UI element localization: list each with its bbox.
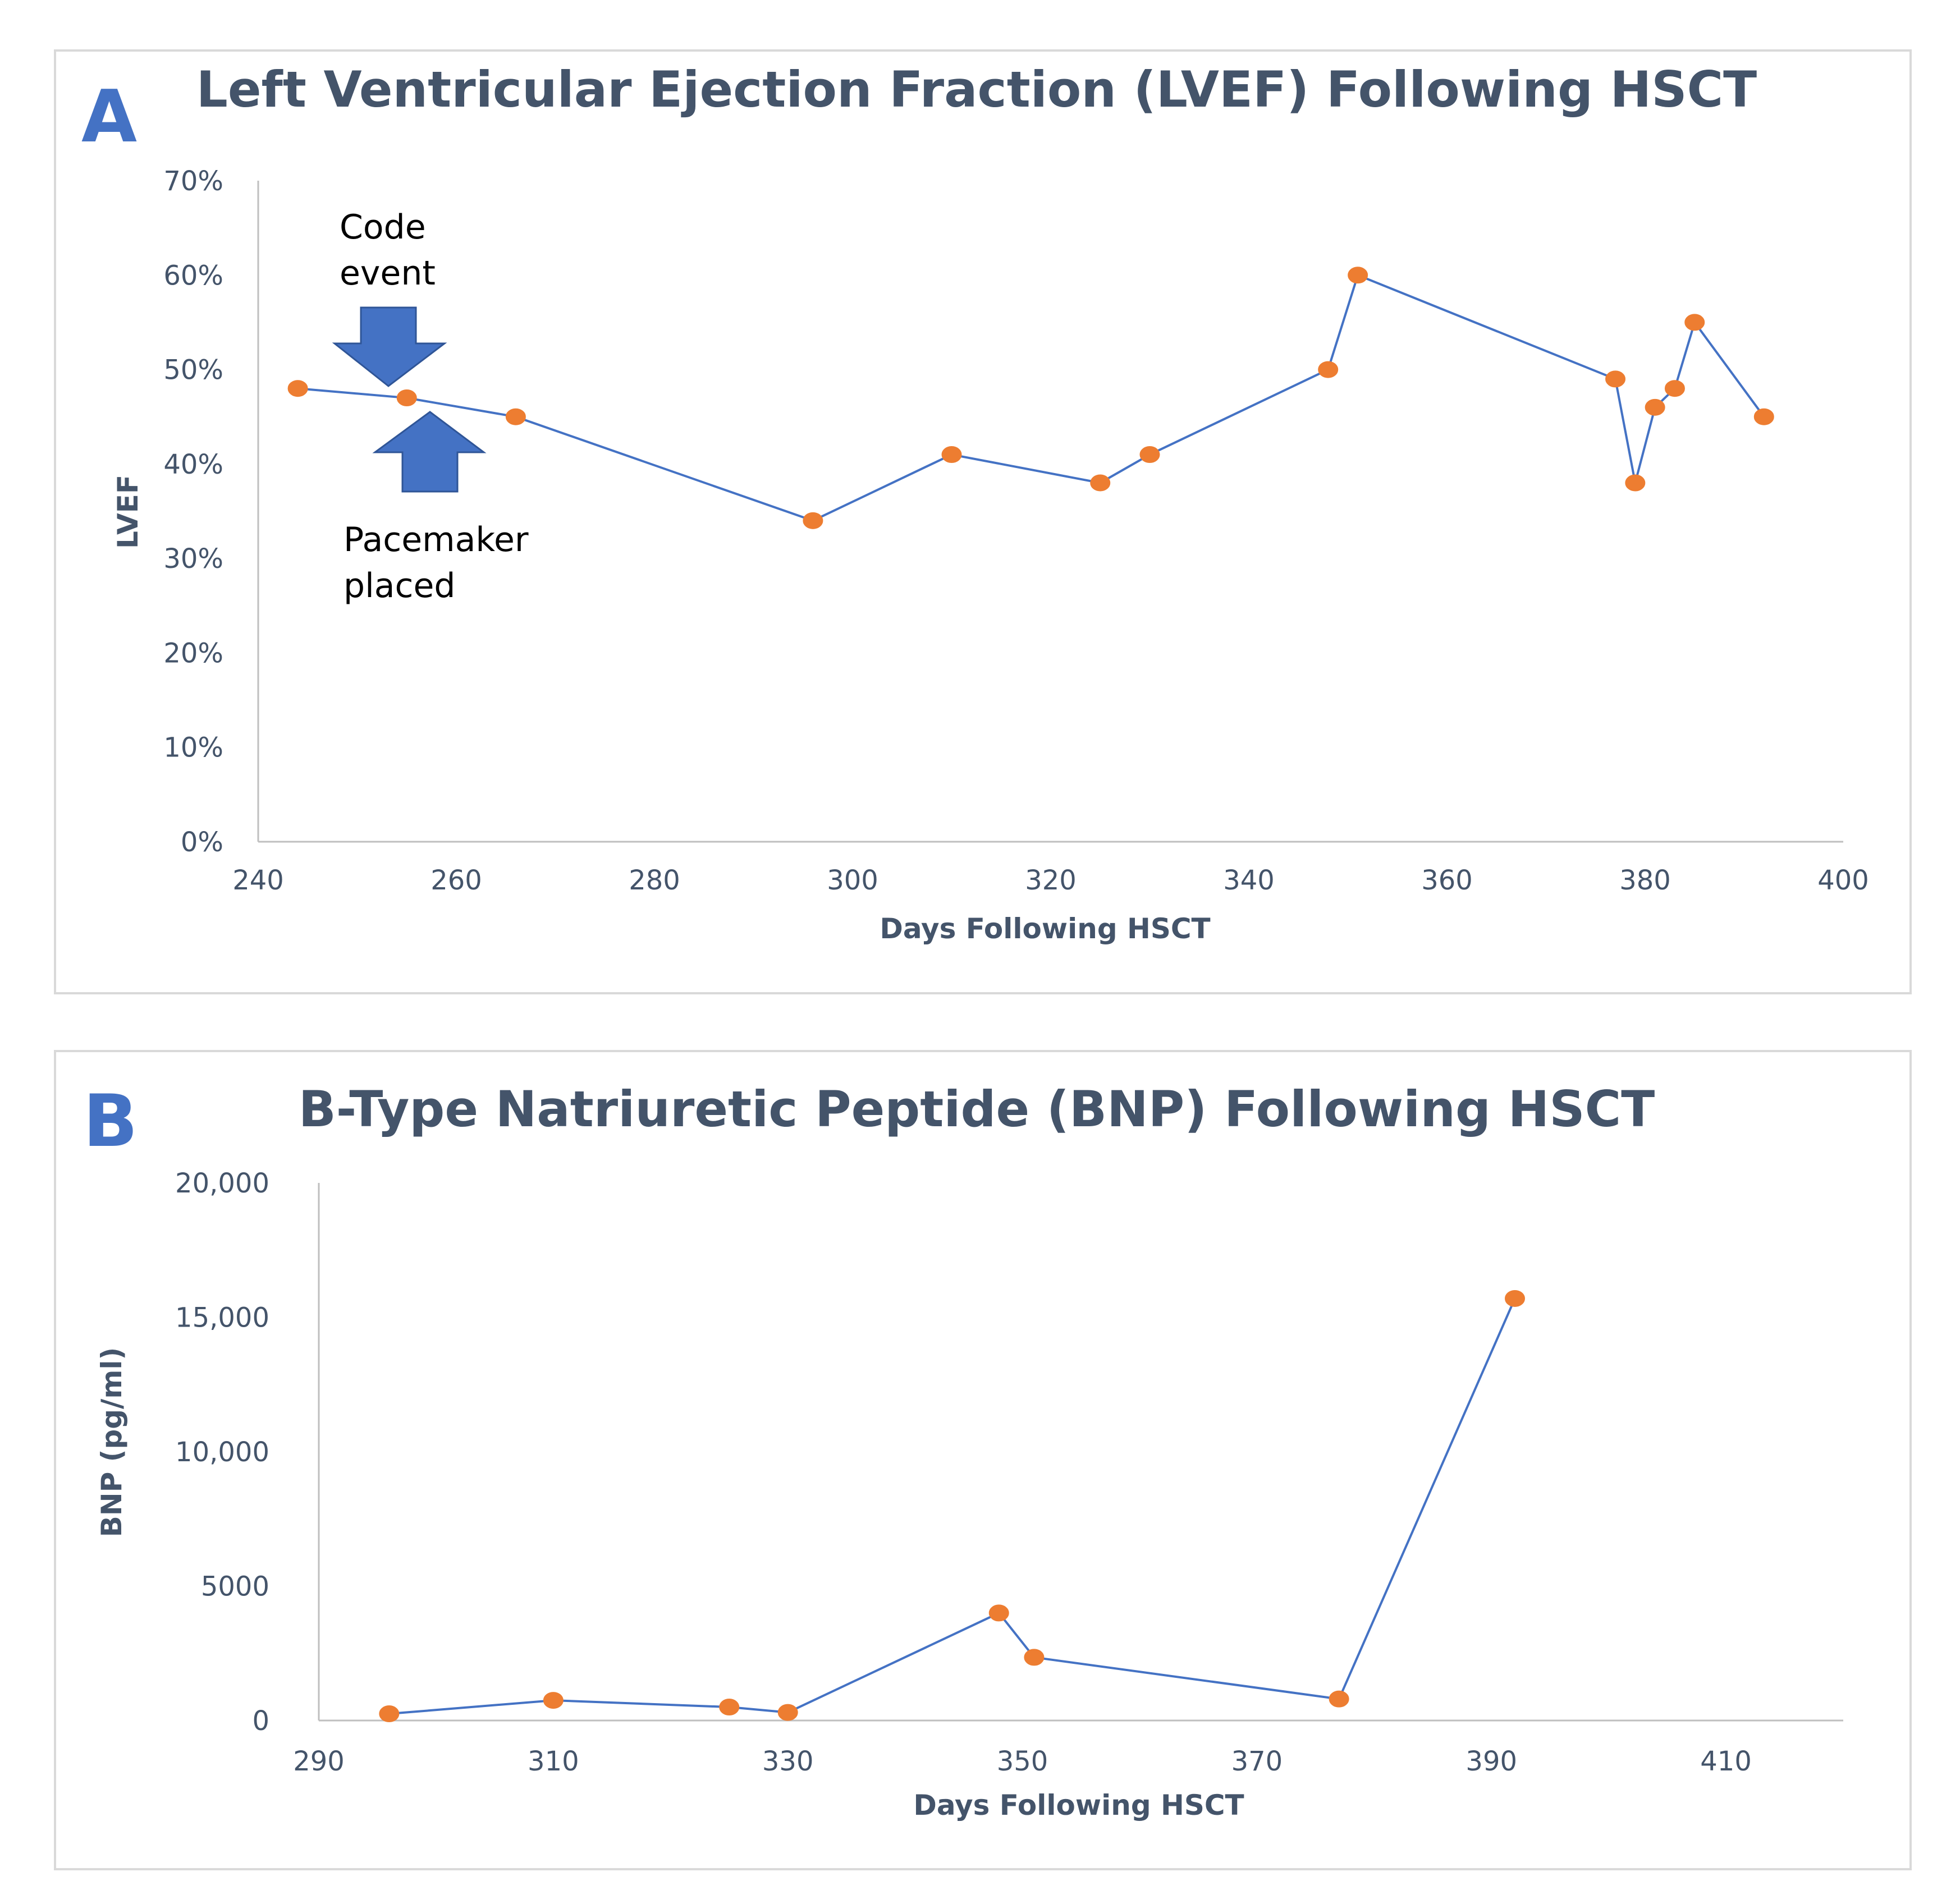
annotation-code-event-line1: Code (340, 208, 426, 247)
annotation-pacemaker-line1: Pacemaker (344, 520, 529, 559)
chart-b-x-tick-label: 390 (1465, 1746, 1517, 1777)
chart-a-x-tick-label: 260 (430, 865, 482, 896)
chart-a-x-tick-label: 320 (1025, 865, 1077, 896)
chart-a-data-point (1645, 398, 1665, 416)
chart-b-y-axis-title: BNP (pg/ml) (95, 1347, 128, 1538)
chart-b-axes (318, 1183, 1843, 1722)
chart-a-x-tick-label: 400 (1817, 865, 1869, 896)
chart-a-data-point (396, 389, 417, 407)
chart-a-x-tick-label: 280 (629, 865, 680, 896)
chart-a-y-tick-label: 10% (163, 732, 223, 764)
panel-b-letter: B (83, 1080, 138, 1163)
chart-a-data-point (1625, 474, 1646, 492)
chart-a-y-tick-label: 20% (163, 637, 223, 669)
chart-b-series (379, 1290, 1526, 1723)
chart-a-data-point (803, 512, 823, 529)
chart-a-data-point (505, 408, 526, 425)
chart-a-data-point (1348, 267, 1368, 284)
chart-b-data-point (988, 1604, 1009, 1622)
chart-a-data-point (1684, 314, 1705, 331)
chart-b-y-tick-label: 10,000 (175, 1437, 269, 1468)
chart-a-x-tick-label: 380 (1619, 865, 1671, 896)
chart-b-x-tick-label: 330 (762, 1746, 814, 1777)
chart-a-y-tick-label: 60% (163, 260, 223, 291)
chart-a-y-tick-label: 30% (163, 543, 223, 575)
chart-b-data-point (1505, 1290, 1526, 1307)
chart-b-data-point (719, 1699, 740, 1716)
chart-a-data-point (1090, 474, 1111, 492)
chart-a-x-tick-label: 240 (232, 865, 284, 896)
chart-b-data-point (1329, 1690, 1349, 1708)
chart-b-y-tick-label: 5000 (201, 1571, 269, 1603)
annotation-code-event-line2: event (340, 254, 436, 293)
chart-b-x-tick-label: 410 (1700, 1746, 1752, 1777)
code-event-arrow-icon (332, 306, 447, 387)
chart-a-tick-labels: 240 260 280 300 320 340 360 380 400 0% 10% 20% 30% 40… (163, 166, 1869, 896)
chart-b-x-tick-label: 350 (997, 1746, 1048, 1777)
chart-b-data-point (379, 1705, 400, 1723)
chart-b-series-line (389, 1298, 1516, 1715)
chart-a-data-point (1318, 361, 1339, 378)
panel-b-frame (54, 1050, 1912, 1870)
chart-a-y-tick-label: 40% (163, 449, 223, 480)
chart-a-x-tick-label: 300 (827, 865, 878, 896)
chart-b-x-tick-label: 310 (528, 1746, 579, 1777)
chart-b-tick-labels: 290 310 330 350 370 390 410 0 5000 10,000 15,000 20… (175, 1168, 1752, 1777)
pacemaker-arrow-icon (372, 411, 487, 493)
panel-b: B B-Type Natriuretic Peptide (BNP) Follo… (54, 1050, 1912, 1870)
chart-b-data-point (543, 1692, 564, 1709)
chart-a-axes (257, 181, 1843, 843)
chart-b-data-point (1024, 1649, 1045, 1666)
chart-b-x-axis-title: Days Following HSCT (913, 1789, 1244, 1822)
chart-b-title: B-Type Natriuretic Peptide (BNP) Followi… (299, 1080, 1655, 1138)
chart-a-data-point (287, 380, 308, 397)
chart-a-x-axis-title: Days Following HSCT (880, 912, 1210, 945)
panel-a-letter: A (81, 75, 137, 159)
panel-a: A Left Ventricular Ejection Fraction (LV… (54, 49, 1912, 994)
chart-b-y-tick-label: 15,000 (175, 1302, 269, 1334)
chart-a-annotations: Code event Pacemaker placed (332, 208, 529, 605)
panel-a-frame (54, 49, 1912, 994)
chart-a-x-tick-label: 360 (1421, 865, 1473, 896)
chart-a-y-tick-label: 0% (181, 827, 223, 858)
chart-a-y-tick-label: 50% (163, 355, 223, 386)
chart-a-data-point (941, 446, 962, 464)
chart-a-title: Left Ventricular Ejection Fraction (LVEF… (196, 61, 1757, 118)
chart-b-x-tick-label: 290 (293, 1746, 345, 1777)
chart-a-series (287, 267, 1774, 529)
chart-a-data-point (1664, 380, 1685, 397)
chart-a-data-point (1139, 446, 1160, 464)
chart-b-x-tick-label: 370 (1231, 1746, 1283, 1777)
chart-a-y-axis-title: LVEF (112, 475, 144, 549)
chart-a-data-point (1753, 408, 1774, 425)
annotation-pacemaker-line2: placed (344, 566, 456, 605)
chart-a-x-tick-label: 340 (1223, 865, 1275, 896)
chart-b-data-point (777, 1704, 798, 1721)
chart-a-y-tick-label: 70% (163, 166, 223, 197)
chart-a-data-point (1605, 370, 1626, 388)
chart-b-y-tick-label: 20,000 (175, 1168, 269, 1199)
chart-b-y-tick-label: 0 (252, 1705, 269, 1737)
